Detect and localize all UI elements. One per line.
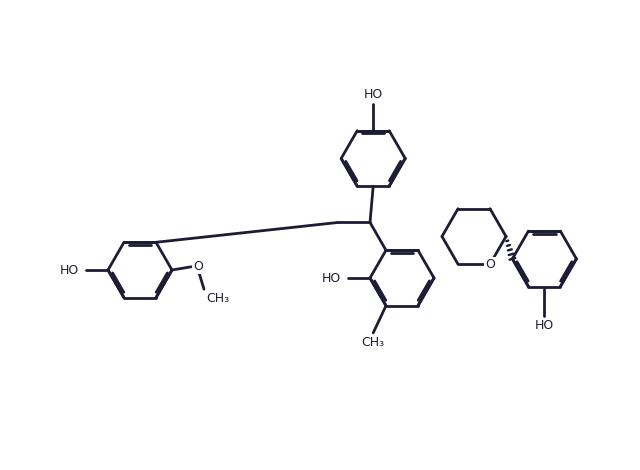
Text: O: O	[193, 260, 203, 273]
Text: CH₃: CH₃	[206, 292, 229, 305]
Text: HO: HO	[364, 87, 383, 101]
Text: O: O	[485, 258, 495, 271]
Text: CH₃: CH₃	[362, 336, 385, 349]
Text: HO: HO	[321, 272, 341, 284]
Text: HO: HO	[535, 319, 554, 332]
Text: HO: HO	[60, 264, 79, 276]
